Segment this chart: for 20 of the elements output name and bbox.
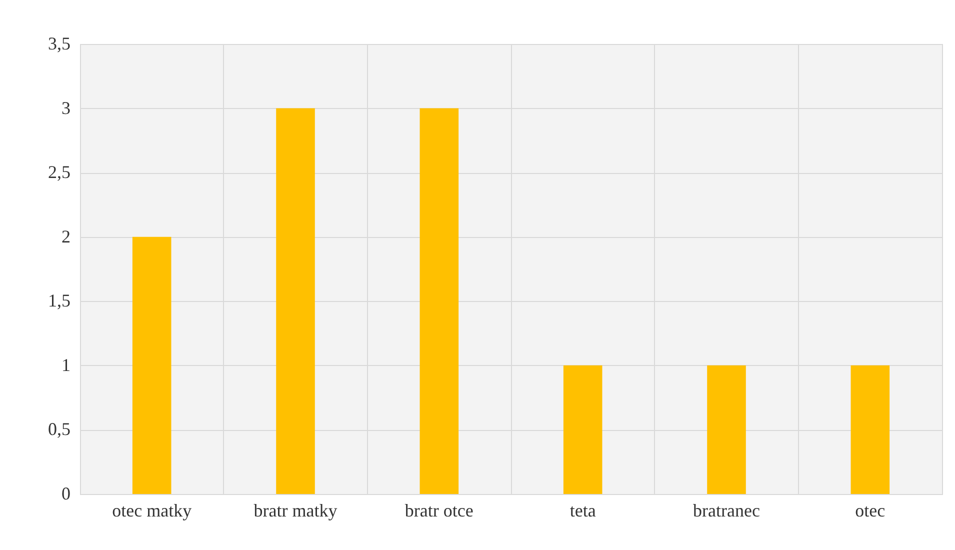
x-tick-label: teta — [570, 500, 596, 520]
bar — [707, 365, 746, 494]
bar — [420, 108, 459, 494]
x-tick-label: otec matky — [112, 500, 192, 520]
y-tick-label: 0,5 — [48, 419, 70, 440]
y-tick-label: 0 — [62, 484, 70, 504]
y-tick-label: 2 — [62, 226, 70, 246]
x-tick-label: bratr matky — [254, 500, 338, 520]
bar — [563, 365, 602, 494]
bar — [276, 108, 315, 494]
bar — [850, 365, 890, 494]
x-tick-label: bratr otce — [404, 500, 474, 520]
x-tick-label: otec — [855, 500, 886, 520]
x-tick-label: bratranec — [693, 500, 760, 520]
y-tick-label: 3 — [62, 98, 70, 118]
y-tick-label: 3,5 — [48, 34, 70, 54]
y-tick-label: 1,5 — [48, 290, 70, 311]
bar — [132, 236, 172, 494]
y-tick-label: 2,5 — [48, 162, 70, 182]
y-tick-label: 1 — [62, 354, 70, 375]
